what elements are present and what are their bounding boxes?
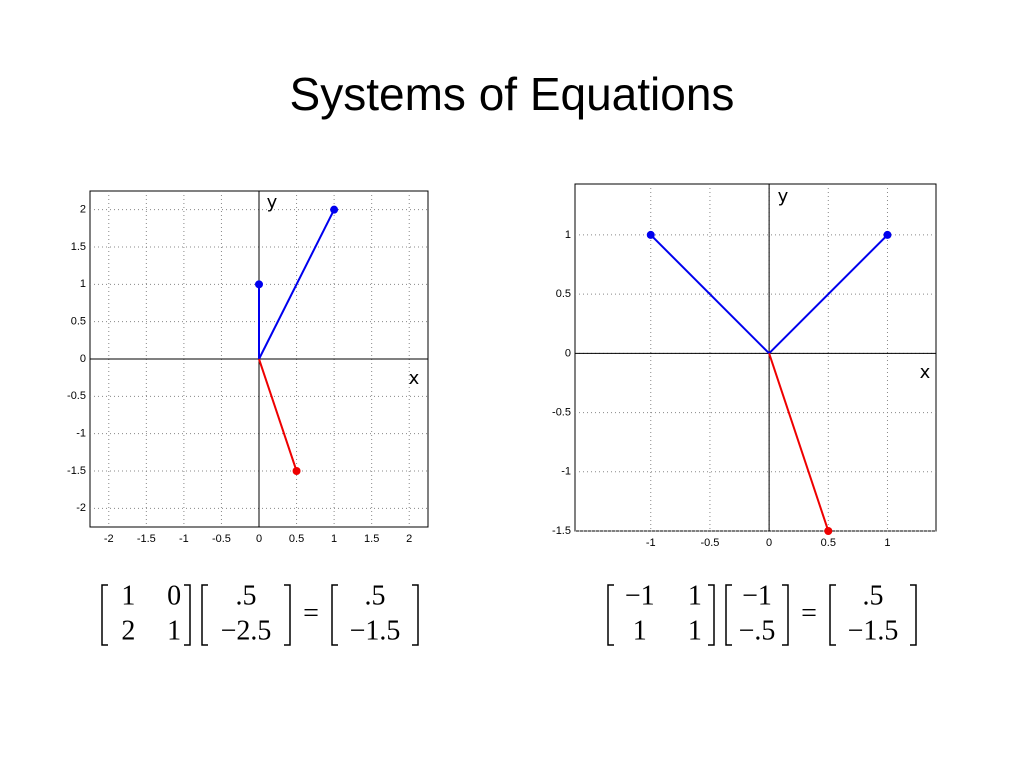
bracket xyxy=(101,584,108,646)
matrix-entry: 0 xyxy=(167,580,181,611)
vector-entry: −1 xyxy=(742,580,772,611)
vector-tip xyxy=(883,230,892,239)
vector-line xyxy=(768,353,830,532)
y-axis-label: y xyxy=(778,186,789,207)
matrix-entry: 1 xyxy=(688,580,702,611)
y-tick-label: -0.5 xyxy=(67,390,86,402)
bracket xyxy=(331,584,338,646)
y-tick-label: 1 xyxy=(565,229,571,241)
vector-entry: .5 xyxy=(236,580,257,611)
result-entry: −1.5 xyxy=(848,615,899,646)
plot-frame xyxy=(574,183,937,532)
vector-tip xyxy=(292,467,301,475)
matrix-entry: 1 xyxy=(167,615,181,646)
x-tick-label: -0.5 xyxy=(212,533,231,545)
vector-entry: −.5 xyxy=(739,615,776,646)
y-tick-label: -1.5 xyxy=(552,525,571,537)
vector-tip xyxy=(330,205,339,214)
slide-title: Systems of Equations xyxy=(290,68,735,120)
vector-tip xyxy=(646,230,655,239)
y-tick-label: 1 xyxy=(80,278,86,290)
bracket xyxy=(201,584,208,646)
y-axis-label: y xyxy=(267,192,278,213)
x-axis-label: x xyxy=(409,368,420,389)
y-tick-label: -1.5 xyxy=(67,465,86,477)
result-entry: .5 xyxy=(863,580,884,611)
bracket xyxy=(829,584,836,646)
y-tick-label: -0.5 xyxy=(552,406,571,418)
x-tick-label: 0.5 xyxy=(821,537,836,549)
y-tick-label: -2 xyxy=(76,502,86,514)
bracket xyxy=(184,584,191,646)
y-tick-label: 0 xyxy=(565,347,571,359)
y-tick-label: -1 xyxy=(561,466,571,478)
bracket xyxy=(708,584,715,646)
x-tick-label: -1 xyxy=(646,537,656,549)
bracket xyxy=(284,584,291,646)
x-tick-label: -0.5 xyxy=(700,537,719,549)
bracket xyxy=(607,584,614,646)
vector-line xyxy=(258,209,336,360)
equals-sign: = xyxy=(303,598,319,629)
y-tick-label: -1 xyxy=(76,428,86,440)
bracket xyxy=(782,584,789,646)
vector-tip xyxy=(824,527,833,535)
bracket xyxy=(725,584,732,646)
x-tick-label: -1 xyxy=(179,533,189,545)
matrix-entry: −1 xyxy=(625,580,655,611)
result-entry: −1.5 xyxy=(350,615,401,646)
y-tick-label: 0 xyxy=(80,353,86,365)
x-tick-label: 1 xyxy=(884,537,890,549)
x-tick-label: -2 xyxy=(104,533,114,545)
matrix-entry: 1 xyxy=(121,580,135,611)
vector-line xyxy=(650,234,770,355)
y-tick-label: 2 xyxy=(80,204,86,216)
result-entry: .5 xyxy=(365,580,386,611)
x-tick-label: 0 xyxy=(766,537,772,549)
vector-line xyxy=(768,234,889,355)
y-tick-label: 1.5 xyxy=(71,241,86,253)
vector-line xyxy=(258,358,298,472)
x-tick-label: 0.5 xyxy=(289,533,304,545)
x-tick-label: 0 xyxy=(256,533,262,545)
y-tick-label: 0.5 xyxy=(556,288,571,300)
matrix-entry: 2 xyxy=(121,615,135,646)
x-axis-label: x xyxy=(920,362,931,383)
equals-sign: = xyxy=(801,598,817,629)
matrix-entry: 1 xyxy=(633,615,647,646)
y-tick-label: 0.5 xyxy=(71,316,86,328)
x-tick-label: 1 xyxy=(331,533,337,545)
matrix-entry: 1 xyxy=(688,615,702,646)
vector-entry: −2.5 xyxy=(221,615,272,646)
x-tick-label: -1.5 xyxy=(137,533,156,545)
bracket xyxy=(910,584,917,646)
x-tick-label: 1.5 xyxy=(364,533,379,545)
vector-tip xyxy=(255,280,263,289)
x-tick-label: 2 xyxy=(406,533,412,545)
bracket xyxy=(412,584,419,646)
